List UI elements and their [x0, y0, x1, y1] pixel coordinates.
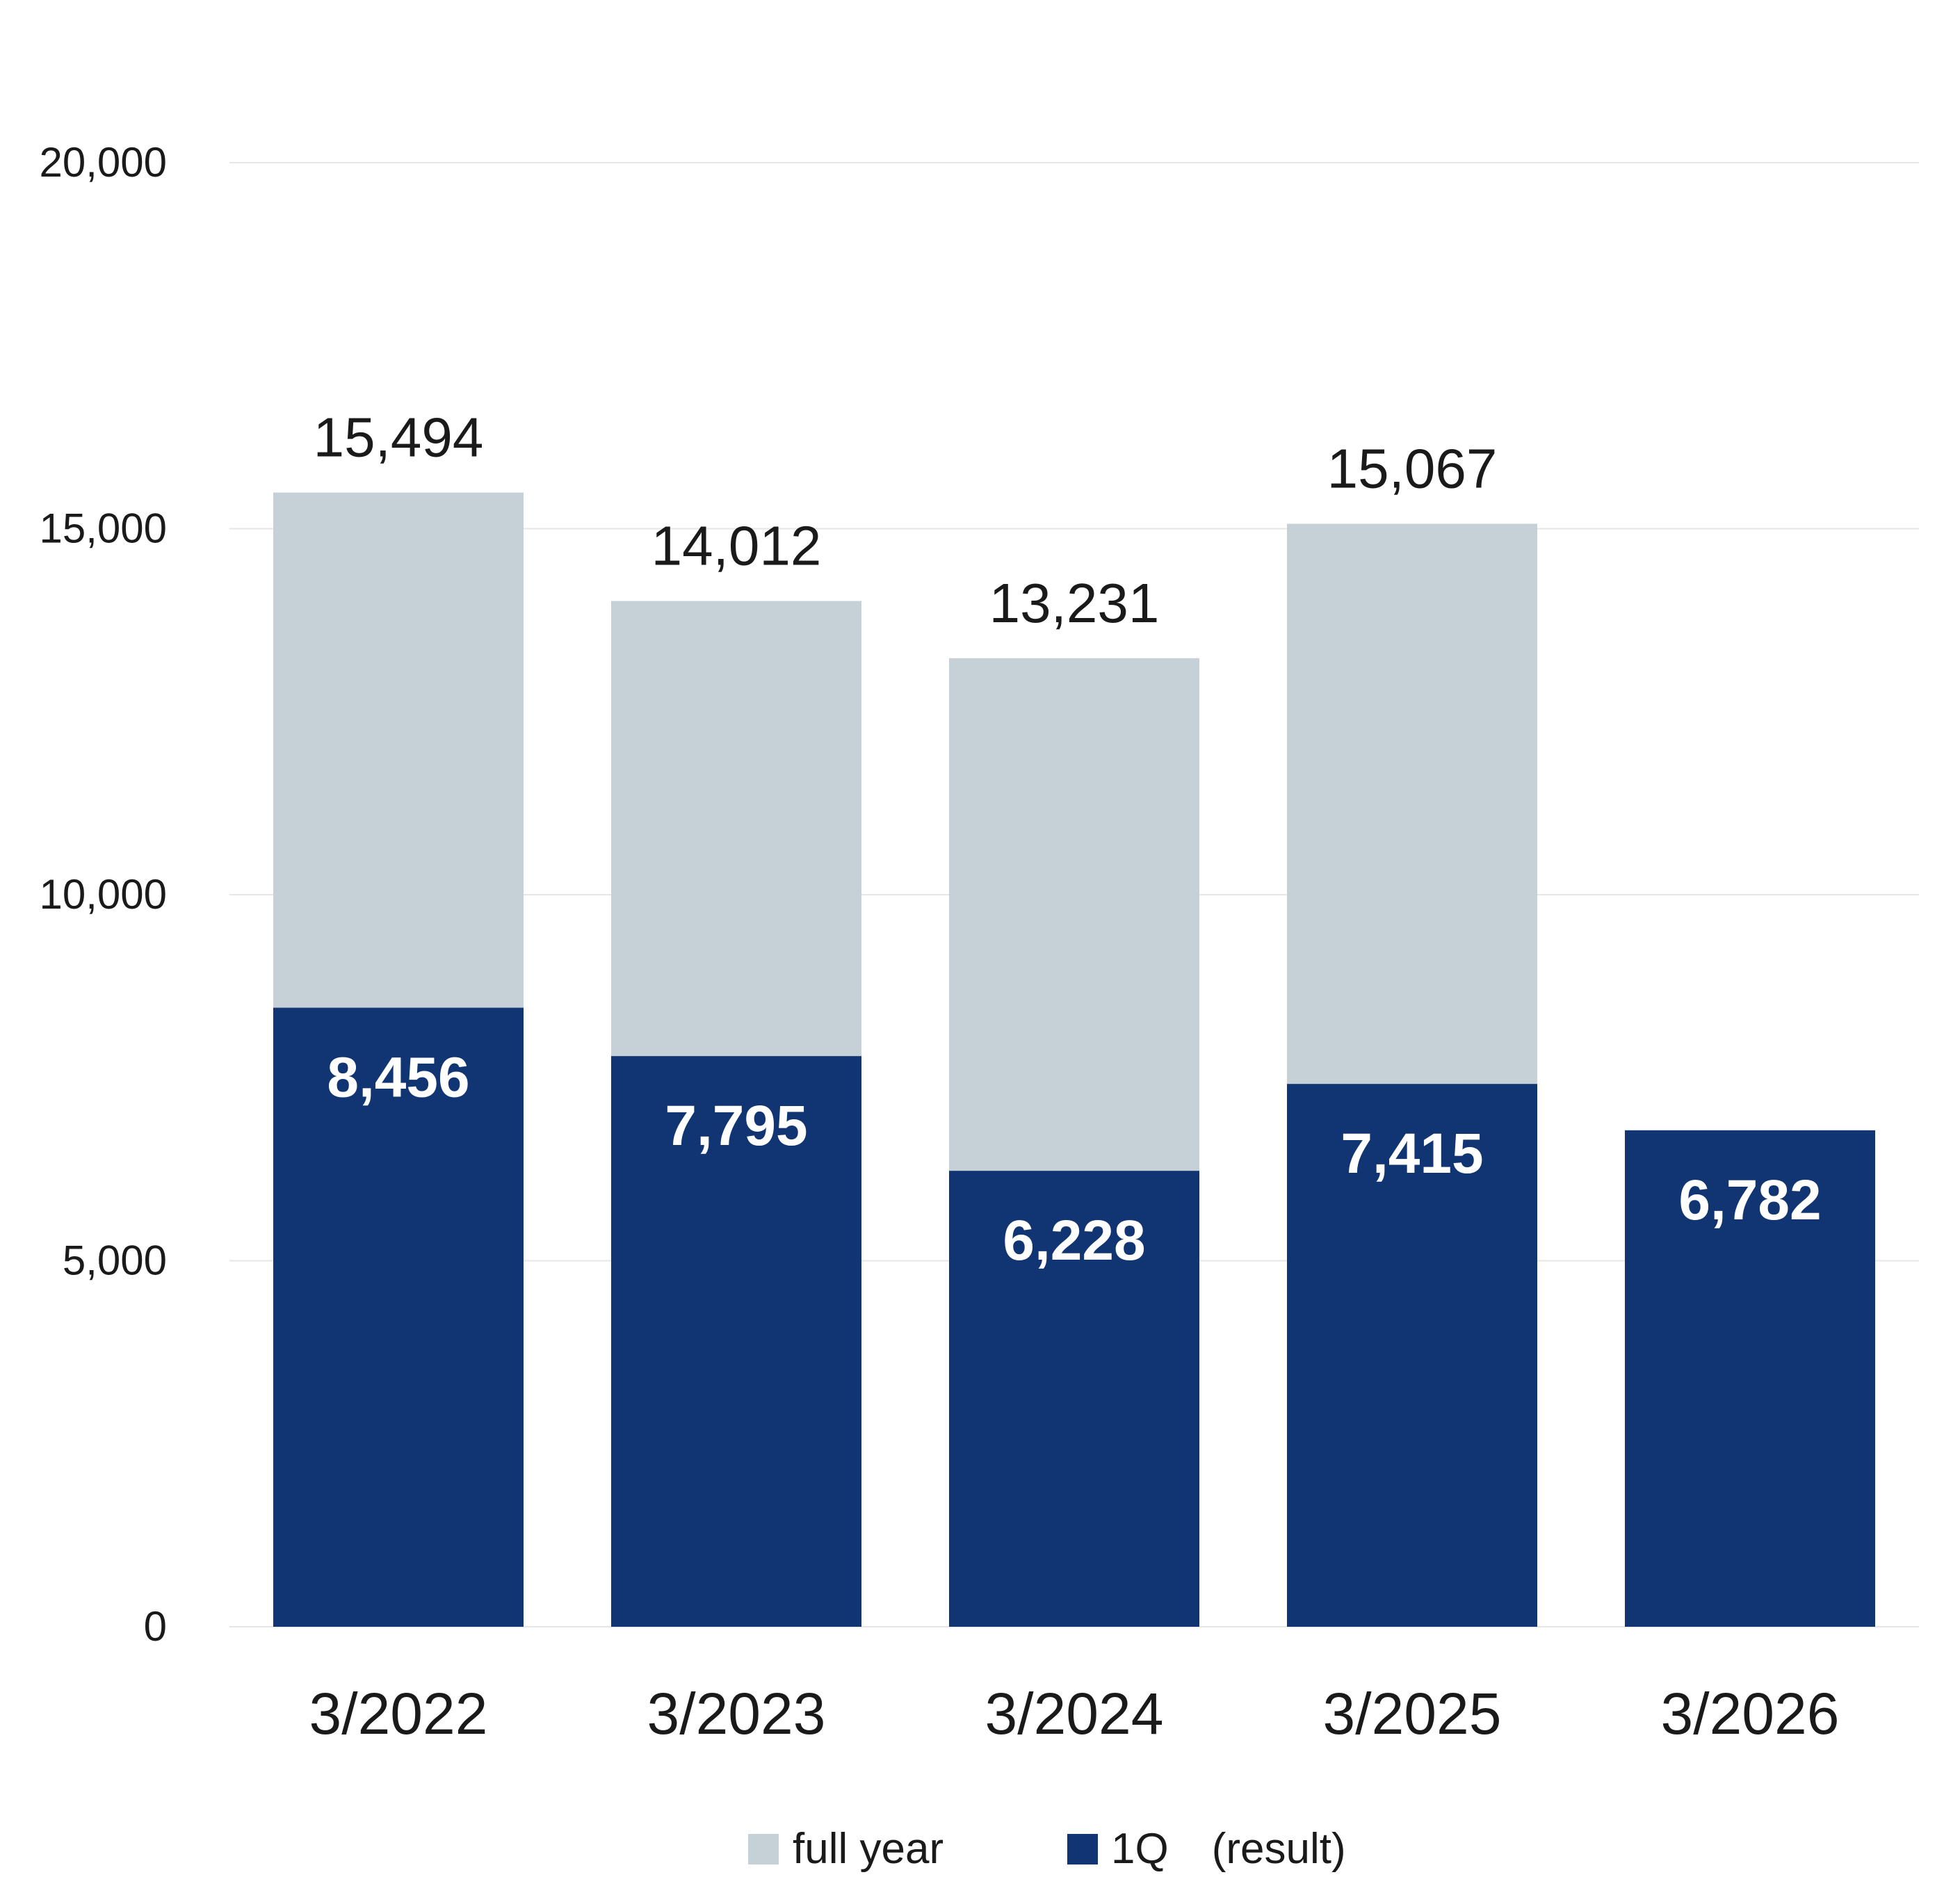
legend-label: full year: [793, 1825, 943, 1873]
y-tick-label: 20,000: [39, 139, 167, 186]
y-tick-label: 10,000: [39, 871, 167, 918]
legend: full year 1Q (result): [748, 1825, 1346, 1873]
legend-label: 1Q (result): [1111, 1825, 1346, 1873]
bar-label-1q-result: 8,456: [327, 1046, 469, 1110]
bar-1q-result: [611, 1056, 861, 1627]
y-tick-label: 5,000: [63, 1237, 167, 1284]
y-tick-label: 15,000: [39, 505, 167, 552]
legend-swatch: [1067, 1834, 1098, 1864]
bar-label-full-year: 15,067: [1327, 437, 1498, 499]
bar-1q-result: [1625, 1130, 1875, 1627]
bar-1q-result: [1287, 1084, 1537, 1627]
x-tick-label: 3/2025: [1323, 1681, 1502, 1746]
bar-label-1q-result: 6,228: [1003, 1209, 1145, 1272]
bar-label-1q-result: 6,782: [1678, 1169, 1821, 1232]
legend-swatch: [748, 1834, 779, 1864]
bar-label-full-year: 15,494: [314, 406, 484, 468]
bars: [273, 492, 1875, 1627]
bar-label-1q-result: 7,795: [665, 1094, 807, 1157]
data-labels: 15,494 8,456 14,012 7,795 13,231 6,228 15,067 7…: [314, 406, 1822, 1272]
x-tick-label: 3/2026: [1661, 1681, 1840, 1746]
x-tick-label: 3/2023: [647, 1681, 826, 1746]
bar-1q-result: [273, 1007, 524, 1627]
bar-label-1q-result: 7,415: [1341, 1122, 1483, 1185]
bar-label-full-year: 13,231: [989, 572, 1160, 634]
x-axis-ticks: 3/2022 3/2023 3/2024 3/2025 3/2026: [309, 1681, 1840, 1746]
bar-1q-result: [949, 1171, 1199, 1627]
y-tick-label: 0: [144, 1603, 167, 1650]
y-axis-ticks: 0 5,000 10,000 15,000 20,000: [39, 139, 167, 1650]
x-tick-label: 3/2022: [309, 1681, 488, 1746]
x-tick-label: 3/2024: [985, 1681, 1164, 1746]
bar-label-full-year: 14,012: [651, 515, 822, 577]
